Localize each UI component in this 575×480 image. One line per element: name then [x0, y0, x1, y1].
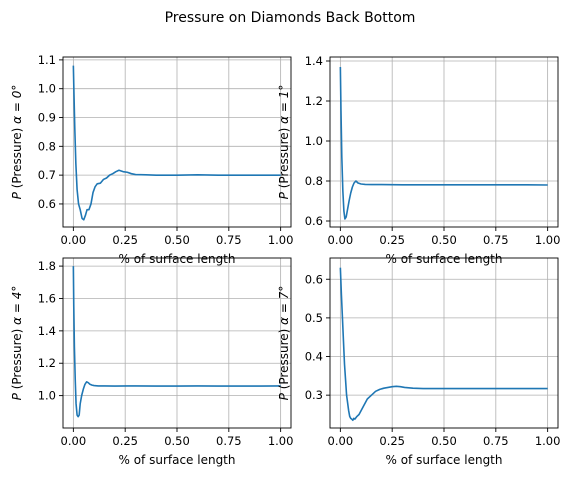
y-tick-label: 1.2 — [305, 94, 323, 108]
x-tick-label: 0.50 — [164, 434, 190, 448]
x-tick-label: 1.00 — [268, 434, 294, 448]
subplot-2: 0.00 0.25 0.50 0.75 1.00 0.6 0.8 1.0 1.2 1.4 P (Pr… — [277, 54, 560, 266]
y-tick-label: 0.6 — [305, 272, 323, 286]
x-tick-label: 0.25 — [112, 434, 138, 448]
figure-title: Pressure on Diamonds Back Bottom — [165, 10, 416, 26]
x-tick-label: 0.50 — [164, 233, 190, 247]
y-tick-label: 1.8 — [38, 259, 56, 273]
y-axis-label: P (Pressure) α = 0° — [10, 85, 24, 200]
y-axis-label: P (Pressure) α = 7° — [277, 286, 291, 401]
x-tick-label: 0.00 — [61, 233, 87, 247]
x-tick-label: 0.25 — [379, 434, 405, 448]
x-tick-label: 0.00 — [61, 434, 87, 448]
x-tick-label: 0.75 — [483, 434, 509, 448]
y-tick-label: 0.7 — [38, 168, 56, 182]
y-tick-label: 1.0 — [38, 389, 56, 403]
series-line — [72, 65, 281, 221]
y-tick-label: 1.4 — [305, 54, 323, 68]
series-line — [339, 267, 548, 422]
x-tick-label: 0.75 — [216, 434, 242, 448]
series-line — [339, 66, 548, 220]
subplot-4: 0.00 0.25 0.50 0.75 1.00 0.3 0.4 0.5 0.6 P (Press… — [277, 257, 561, 467]
y-tick-label: 0.9 — [38, 111, 56, 125]
x-tick-label: 1.00 — [268, 233, 294, 247]
x-tick-label: 0.75 — [216, 233, 242, 247]
x-tick-label: 0.50 — [431, 434, 457, 448]
x-axis-label: % of surface length — [118, 453, 235, 467]
y-axis-label: P (Pressure) α = 1° — [277, 85, 291, 200]
y-tick-label: 1.6 — [38, 291, 56, 305]
y-tick-label: 1.4 — [38, 324, 56, 338]
subplot-3: 0.00 0.25 0.50 0.75 1.00 1.0 1.2 1.4 1.6 1.8 P (Pr… — [10, 257, 294, 467]
y-tick-label: 1.2 — [38, 356, 56, 370]
y-tick-label: 0.6 — [38, 197, 56, 211]
y-tick-label: 0.8 — [38, 139, 56, 153]
y-tick-label: 0.5 — [305, 311, 323, 325]
y-tick-label: 0.3 — [305, 388, 323, 402]
x-tick-label: 1.00 — [535, 233, 561, 247]
x-tick-label: 0.75 — [483, 233, 509, 247]
x-tick-label: 0.50 — [431, 233, 457, 247]
y-tick-label: 1.1 — [38, 53, 56, 67]
x-tick-label: 0.00 — [328, 434, 354, 448]
y-tick-label: 1.0 — [305, 134, 323, 148]
y-tick-label: 0.4 — [305, 350, 323, 364]
y-tick-label: 0.8 — [305, 174, 323, 188]
x-tick-label: 0.25 — [379, 233, 405, 247]
x-axis-label: % of surface length — [385, 453, 502, 467]
series-line — [72, 266, 281, 418]
y-tick-label: 0.6 — [305, 214, 323, 228]
x-tick-label: 0.00 — [328, 233, 354, 247]
x-tick-label: 1.00 — [535, 434, 561, 448]
y-tick-label: 1.0 — [38, 82, 56, 96]
x-tick-label: 0.25 — [112, 233, 138, 247]
y-axis-label: P (Pressure) α = 4° — [10, 286, 24, 401]
